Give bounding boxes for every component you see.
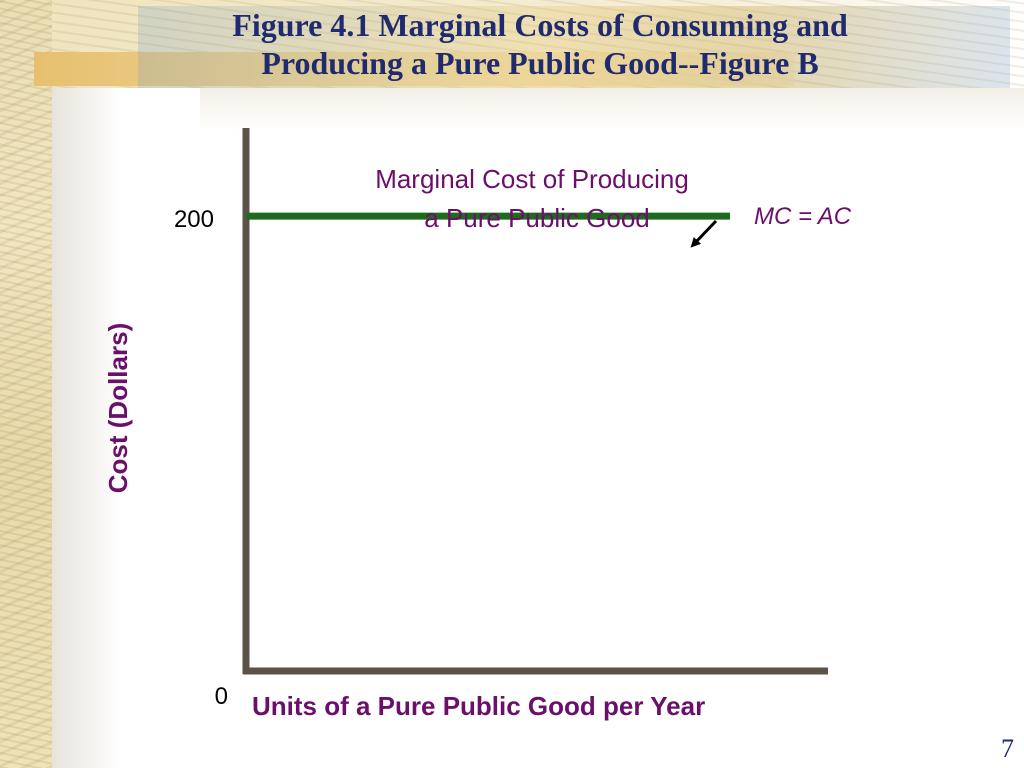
x-axis-label: Units of a Pure Public Good per Year xyxy=(252,691,705,721)
decorative-banner xyxy=(138,6,1010,88)
title-line-1: Figure 4.1 Marginal Costs of Consuming a… xyxy=(232,7,848,43)
series-label-0: MC = AC xyxy=(754,203,852,230)
background-shadow-left xyxy=(52,88,122,768)
decorative-shadow xyxy=(200,88,1024,133)
y-tick-label: 0 xyxy=(215,683,228,710)
y-tick-label: 200 xyxy=(174,206,214,233)
annotation-arrow xyxy=(690,219,718,248)
y-axis-label: Cost (Dollars) xyxy=(103,323,133,493)
annotation-line-1: Marginal Cost of Producing xyxy=(375,164,689,194)
page-number: 7 xyxy=(1001,734,1014,763)
annotation-line-2: a Pure Public Good xyxy=(424,203,649,233)
background-texture-left xyxy=(0,0,52,768)
plot-area: MC = AC 0 200 Units of a Pure Public Good p… xyxy=(103,128,852,721)
title-line-2: Producing a Pure Public Good--Figure B xyxy=(261,45,819,81)
page-title: Figure 4.1 Marginal Costs of Consuming a… xyxy=(130,6,950,82)
decorative-bar xyxy=(34,52,794,86)
